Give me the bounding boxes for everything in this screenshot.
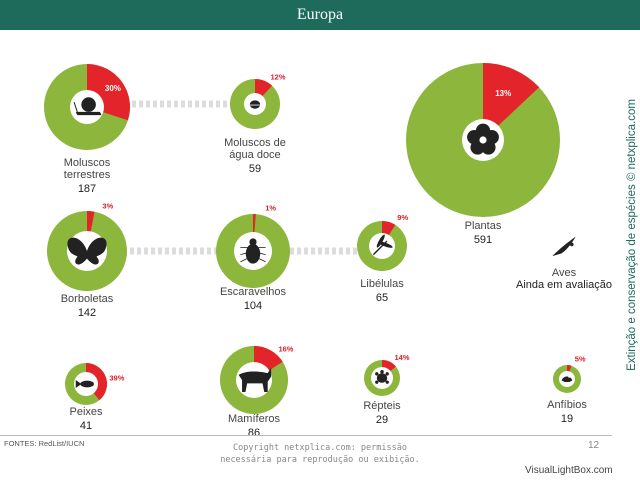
group-name: Borboletas [61,293,114,305]
page-title: Europa [296,6,344,23]
donut-borboletas: 3% Borboletas 142 [47,202,127,319]
percent-label: 9% [397,213,408,222]
snail-icon [73,97,102,116]
species-count: 142 [78,307,96,319]
connector-dashes [130,100,357,255]
species-count: 104 [244,300,262,312]
freshwater-mollusc-icon [249,100,262,109]
group-name: Anfíbios [547,399,587,411]
dragonfly-icon [372,234,393,256]
percent-label: 5% [575,354,586,363]
fish-icon [75,380,94,388]
group-name: Libélulas [360,278,404,290]
bird-icon [552,236,576,257]
donut-mamiferos: 16% Mamíferos 86 [220,344,294,439]
percent-label: 14% [394,353,409,362]
group-name: Répteis [363,400,401,412]
copyright-notice: Copyright netxplica.com: permissão neces… [200,442,440,466]
species-count: 591 [474,234,492,246]
donut-peixes: 39% Peixes 41 [65,363,125,432]
percent-label: 12% [271,73,286,82]
percent-label: 39% [109,374,124,383]
copyright-line-2: necessária para reprodução ou exibição. [220,455,420,465]
donut-plantas: 13% Plantas 591 [406,63,560,246]
threatened-slice [483,63,540,140]
side-credit: Extinção e conservação de espécies © net… [622,95,640,375]
flower-icon [467,123,499,155]
page-number: 12 [588,440,600,451]
species-count: 86 [248,427,260,439]
copyright-line-1: Copyright netxplica.com: permissão [233,443,407,453]
group-name: Plantas [465,220,502,232]
group-name: terrestres [64,169,111,181]
species-count: 29 [376,414,388,426]
species-count: 19 [561,413,573,425]
butterfly-icon [67,237,107,265]
frog-icon [561,375,573,383]
beetle-icon [240,238,266,264]
footer-sources: FONTES: RedList/IUCN [4,439,85,448]
watermark: VisualLightBox.com [525,465,613,476]
species-count: 187 [78,183,96,195]
group-name: água doce [229,149,280,161]
footer-divider [0,435,612,436]
species-count: 41 [80,420,92,432]
turtle-icon [375,369,389,384]
group-name: Peixes [69,406,103,418]
group-name: Moluscos de [224,137,286,149]
side-credit-text: Extinção e conservação de espécies © net… [626,99,638,371]
percent-label: 30% [105,84,121,93]
group-name: Escaravelhos [220,286,287,298]
species-count: 59 [249,163,261,175]
group-name: Moluscos [64,157,111,169]
donut-repteis: 14% Répteis 29 [363,353,409,426]
header-bar: Europa [0,0,640,30]
species-count: 65 [376,292,388,304]
percent-label: 1% [265,204,276,213]
donut-escaravelhos: 1% Escaravelhos 104 [216,204,290,312]
mammal-icon [238,368,272,392]
percent-label: 13% [495,89,511,98]
species-count: Ainda em avaliação [516,279,612,291]
percent-label: 16% [278,344,293,353]
group-name: Mamíferos [228,413,280,425]
group-name: Aves [552,267,577,279]
donut-anfibios: 5% Anfíbios 19 [547,354,587,425]
donut-libelulas: 9% Libélulas 65 [357,213,408,304]
percent-label: 3% [102,202,113,211]
